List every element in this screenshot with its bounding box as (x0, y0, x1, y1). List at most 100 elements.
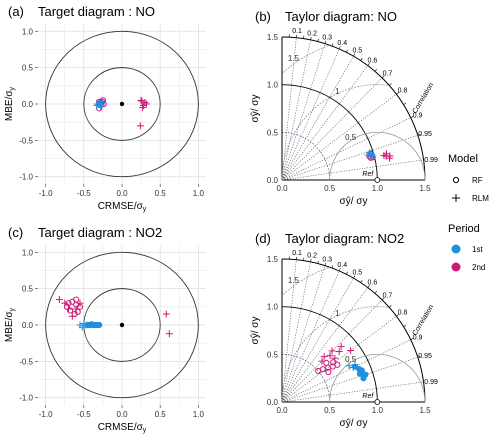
legend-2nd-label: 2nd (472, 263, 485, 272)
x-axis-label: CRMSE/σy (98, 422, 147, 434)
rmsd-label: 1.5 (288, 276, 300, 285)
rmsd-arc (281, 45, 329, 74)
target-circle (45, 30, 199, 178)
x-tick-label: 0.0 (116, 410, 128, 419)
correlation-tick-label: 0.6 (368, 57, 378, 64)
correlation-tick-label: 0.7 (383, 292, 393, 299)
data-point (318, 357, 326, 365)
data-point (347, 347, 355, 355)
ref-point (374, 177, 381, 183)
correlation-minor-tick (324, 262, 327, 266)
legend-rlm-marker (452, 194, 460, 202)
data-point (138, 97, 146, 105)
correlation-minor-tick (389, 83, 392, 86)
y-tick-label: -1.0 (19, 394, 33, 403)
rmsd-label: 0.5 (345, 133, 357, 142)
correlation-ray (281, 93, 397, 181)
data-point (162, 310, 170, 318)
legend-rf-marker (452, 176, 460, 184)
data-point (165, 330, 173, 338)
correlation-minor-tick (360, 58, 363, 61)
correlation-ray (281, 381, 424, 403)
data-point (142, 100, 150, 108)
panel-title: Taylor diagram: NO (285, 9, 397, 24)
data-point (335, 348, 343, 356)
correlation-minor-tick (410, 116, 414, 118)
correlation-tick-label: 0.3 (322, 34, 332, 41)
y-tick-label: -1.0 (19, 173, 33, 182)
correlation-tick-label: 0.6 (368, 279, 378, 286)
data-point (141, 99, 149, 107)
correlation-minor-tick (317, 38, 319, 42)
correlation-minor-tick (389, 305, 392, 308)
target-circle (83, 67, 161, 141)
correlation-minor-tick (417, 356, 421, 358)
correlation-minor-tick (324, 40, 327, 44)
correlation-tick-label: 0.8 (398, 88, 408, 95)
correlation-minor-tick (317, 260, 319, 264)
y-tick-label: 0.0 (22, 321, 34, 330)
y-tick-label: 1.0 (267, 81, 279, 90)
x-tick-label: 0.0 (276, 184, 288, 193)
y-tick-label: 0.0 (267, 176, 279, 185)
correlation-tick-label: 0.3 (322, 256, 332, 263)
x-tick-label: -0.5 (77, 189, 91, 198)
y-tick-label: -0.5 (19, 136, 33, 145)
panel-a: (a) Target diagram : NO -1.0 -0.5 0.0 0.5 1.0 -… (4, 4, 206, 213)
correlation-tick-label: 0.7 (383, 70, 393, 77)
x-axis-label: CRMSE/σy (98, 201, 147, 213)
data-point (72, 305, 80, 313)
data-point (351, 361, 359, 369)
correlation-ray (281, 39, 311, 181)
ref-point (374, 399, 381, 405)
data-point (380, 151, 388, 159)
y-tick-label: 0.0 (22, 100, 34, 109)
rmsd-arc (329, 353, 426, 403)
correlation-minor-tick (331, 265, 334, 269)
correlation-tick-label: 0.5 (352, 270, 362, 277)
data-point (95, 321, 103, 329)
correlation-minor-tick (310, 37, 312, 40)
correlation-ray (281, 261, 311, 403)
panel-label: (a) (8, 4, 24, 19)
x-tick-label: -0.5 (77, 410, 91, 419)
std-arc-1 (281, 84, 378, 181)
correlation-minor-tick (381, 297, 385, 301)
x-tick-label: 1.0 (372, 184, 384, 193)
correlation-ray (281, 287, 369, 403)
correlation-minor-tick (374, 290, 378, 294)
x-tick-label: 0.5 (324, 184, 336, 193)
panel-c: (c) Target diagram : NO2 -1.0 -0.5 0.0 0.5 1.0… (4, 225, 206, 434)
correlation-minor-tick (367, 63, 370, 66)
outer-arc (281, 36, 426, 181)
std-arc-05 (281, 353, 331, 403)
y-tick-label: 0.0 (267, 398, 279, 407)
x-tick-label: -1.0 (39, 189, 53, 198)
data-point (367, 149, 375, 157)
correlation-ray (281, 77, 383, 181)
correlation-tick-label: 0.99 (424, 157, 438, 164)
outer-arc (281, 258, 426, 403)
legend-rf-label: RF (472, 176, 483, 185)
legend-rlm-label: RLM (472, 194, 489, 203)
y-tick-label: 0.5 (267, 350, 279, 359)
rmsd-arc (281, 267, 329, 296)
y-tick-label: 0.5 (22, 285, 34, 294)
y-axis-label: MBE/σy (4, 307, 16, 342)
data-point (320, 353, 328, 361)
correlation-tick-label: 0.1 (292, 250, 302, 257)
data-point (68, 312, 76, 320)
correlation-minor-tick (367, 285, 370, 288)
x-axis-label: σŷ/ σy (340, 418, 368, 429)
correlation-tick-label: 0.5 (352, 48, 362, 55)
data-point (386, 152, 394, 160)
correlation-minor-tick (353, 53, 356, 57)
data-point (55, 296, 63, 304)
y-axis-label: MBE/σy (4, 86, 16, 121)
correlation-ray (281, 37, 297, 181)
data-point (331, 354, 339, 362)
data-point (66, 307, 74, 314)
correlation-ray (281, 135, 418, 181)
data-point (73, 296, 80, 303)
correlation-ray (281, 299, 383, 403)
